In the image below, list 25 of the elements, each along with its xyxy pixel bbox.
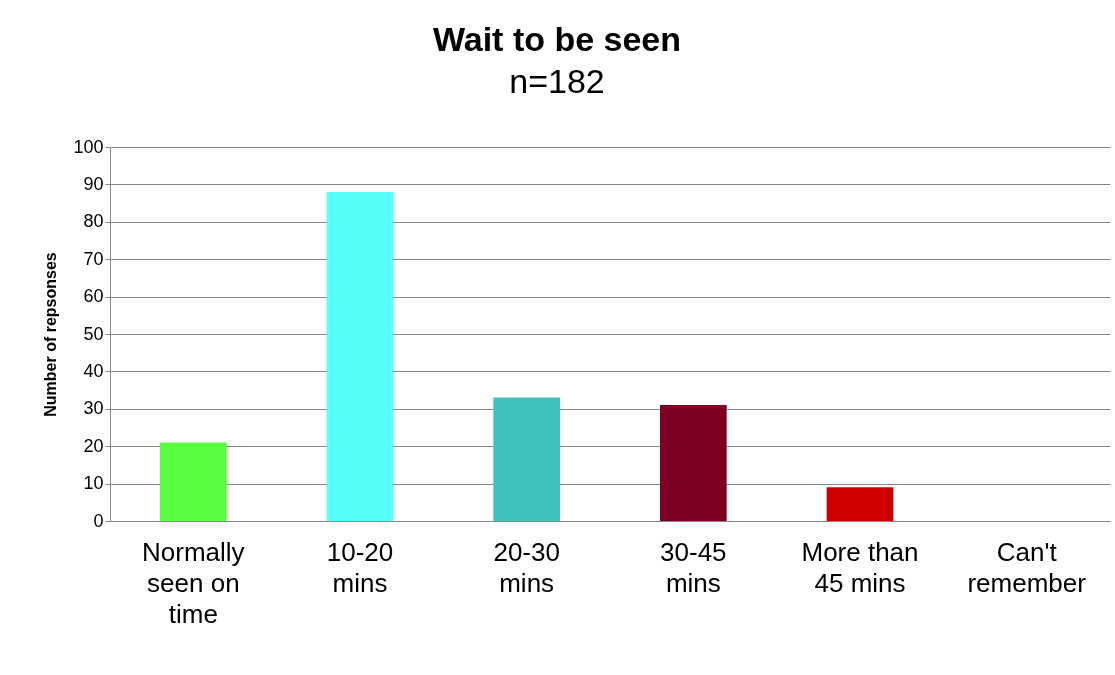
chart-subtitle: n=182 [509, 62, 605, 100]
y-tick-label: 60 [83, 286, 104, 307]
bar [826, 487, 894, 521]
y-tick-label: 40 [83, 360, 104, 381]
x-tick-label: Can't remember [967, 536, 1087, 598]
y-tick-label: 30 [83, 398, 104, 419]
x-tick-label: 10-20 mins [326, 536, 394, 598]
y-tick-label: 80 [83, 211, 104, 232]
bar [660, 405, 727, 521]
bar [160, 442, 227, 521]
y-axis-title: Number of repsonses [42, 252, 60, 417]
x-tick-label: More than 45 mins [801, 536, 919, 598]
chart-title: Wait to be seen [432, 20, 682, 58]
x-tick-label: 30-45 mins [660, 536, 727, 598]
x-tick-label: 20-30 mins [493, 536, 560, 598]
y-tick-label: 10 [83, 473, 104, 494]
y-tick-label: 20 [83, 435, 104, 456]
y-tick-label: 50 [83, 323, 104, 344]
bar [326, 191, 394, 521]
y-tick-label: 90 [83, 173, 104, 194]
y-tick-label: 0 [93, 510, 104, 531]
y-tick-label: 100 [73, 136, 104, 157]
y-tick-label: 70 [83, 248, 104, 269]
x-tick-label: Normally seen on time [142, 536, 245, 629]
bar [493, 397, 560, 521]
